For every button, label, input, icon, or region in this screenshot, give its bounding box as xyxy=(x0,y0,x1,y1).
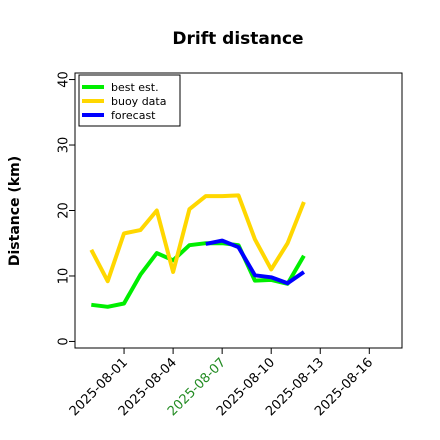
series-layer xyxy=(89,193,306,309)
y-tick-label-10: 10 xyxy=(57,268,72,285)
y-axis-label: Distance (km) xyxy=(7,156,23,266)
y-tick-label-40: 40 xyxy=(57,71,72,88)
y-axis: 0 10 20 30 40 xyxy=(57,71,75,346)
x-axis: 2025-08-012025-08-042025-08-072025-08-10… xyxy=(67,348,376,419)
legend-label-best-est: best est. xyxy=(111,81,159,94)
series-line-buoy-data xyxy=(89,193,306,284)
legend-label-forecast: forecast xyxy=(111,109,156,122)
series-line-forecast xyxy=(205,238,306,286)
y-tick-label-20: 20 xyxy=(57,202,72,219)
chart-title: Drift distance xyxy=(172,29,303,49)
y-tick-label-0: 0 xyxy=(57,337,72,345)
series-line-best-est xyxy=(91,241,306,309)
y-tick-label-30: 30 xyxy=(57,137,72,154)
legend-label-buoy-data: buoy data xyxy=(111,95,166,108)
